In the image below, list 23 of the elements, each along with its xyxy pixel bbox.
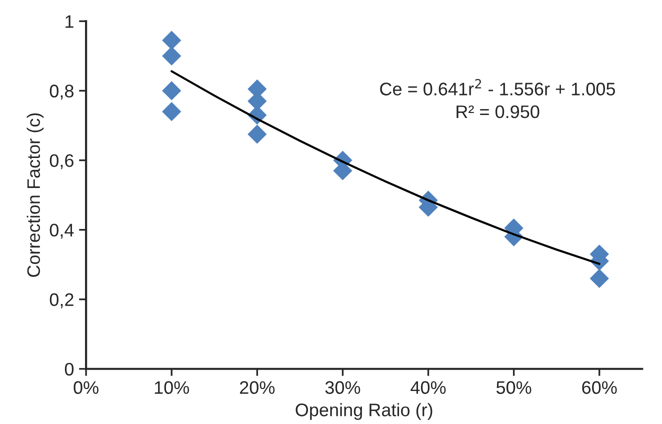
y-tick-label: 0 (64, 362, 74, 376)
annotation: R² = 0.950 (456, 105, 540, 118)
x-tick-label: 40% (410, 381, 446, 394)
x-tick-label: 30% (325, 381, 360, 394)
annotation: Ce = 0.641r$^{2}$ - 1.556r + 1.005 (380, 78, 616, 96)
point (248, 124, 267, 144)
point (162, 30, 182, 50)
y-tick-label: 0,6 (50, 154, 74, 170)
y-tick-label: 1 (66, 15, 74, 28)
point (590, 268, 609, 288)
y-tick-label: 0,8 (50, 84, 74, 100)
point (162, 46, 182, 66)
x-tick-label: 50% (496, 381, 532, 394)
point (162, 81, 182, 100)
y-tick-label: 0,2 (50, 293, 74, 308)
x-tick-label: 20% (240, 381, 275, 394)
x-tick-label: 10% (154, 381, 190, 394)
point (162, 102, 182, 122)
x-axis-title: Opening Ratio (r) (296, 403, 432, 420)
x-tick-label: 60% (582, 381, 617, 394)
x-tick-label: 0% (74, 381, 98, 394)
y-axis-title: Correction Factor (c) (26, 113, 44, 277)
y-tick-label: 0,4 (50, 224, 74, 239)
